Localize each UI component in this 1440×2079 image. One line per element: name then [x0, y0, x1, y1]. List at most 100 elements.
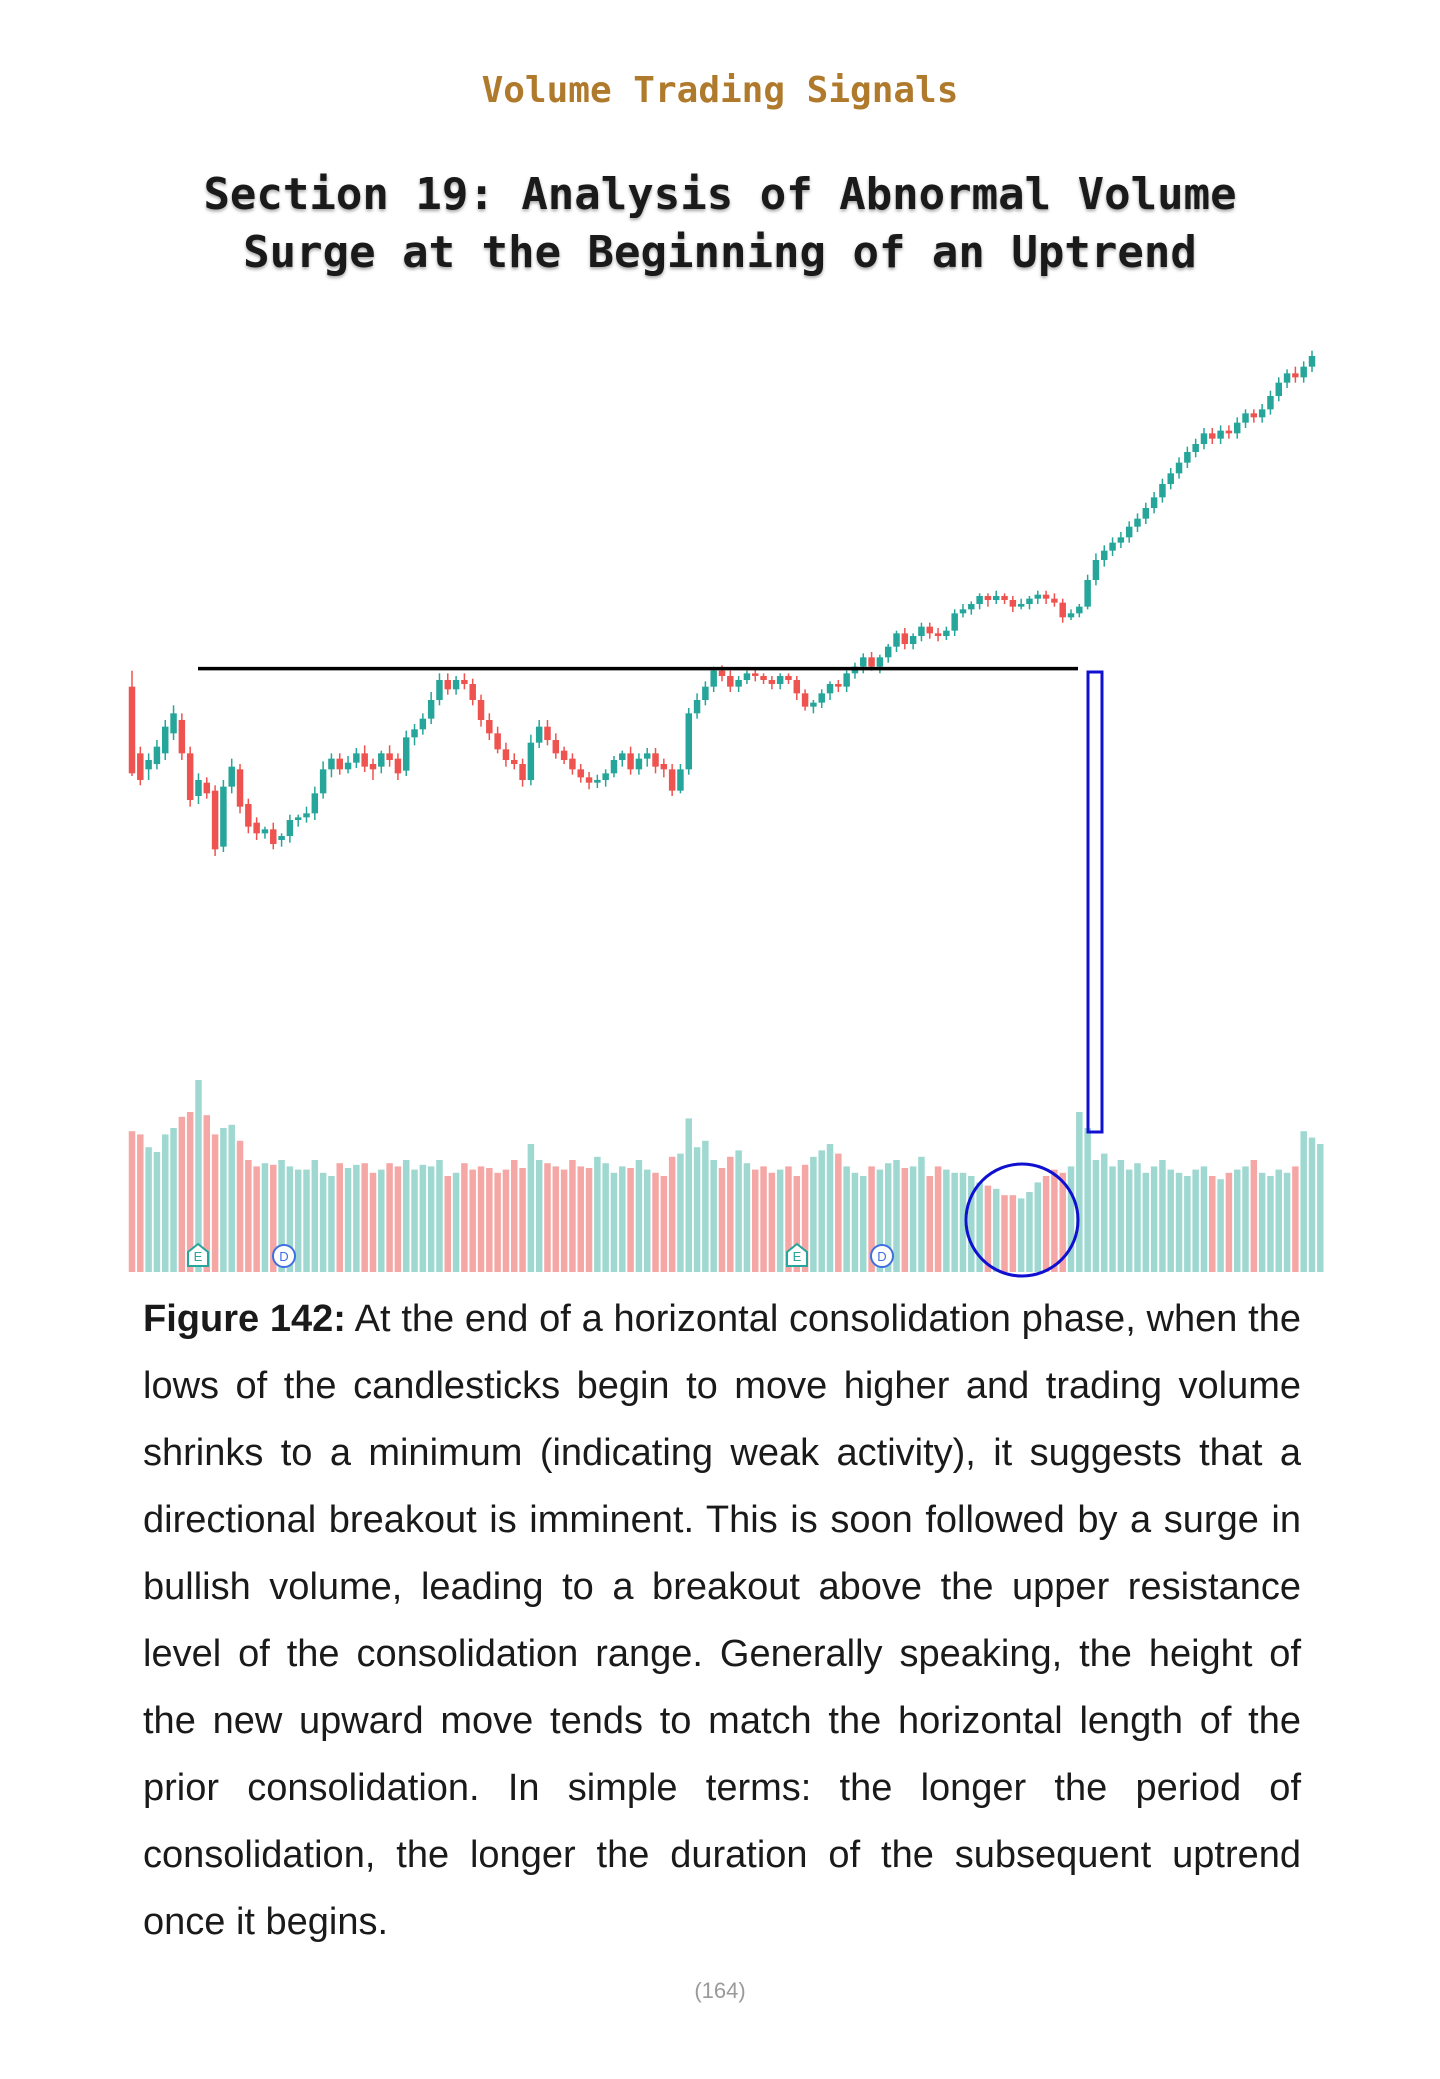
candle-body: [577, 769, 584, 778]
candle-body: [810, 702, 817, 707]
candle-body: [860, 657, 867, 667]
volume-bar: [801, 1164, 809, 1272]
candle-body: [835, 684, 842, 687]
volume-bar: [411, 1169, 418, 1272]
volume-bar: [884, 1163, 892, 1272]
candle-body: [992, 596, 1000, 600]
volume-bar: [261, 1163, 269, 1272]
volume-bar: [702, 1140, 709, 1272]
candle-body: [660, 764, 668, 770]
candle-body: [511, 760, 518, 764]
volume-bar: [369, 1172, 377, 1272]
volume-bar: [319, 1172, 327, 1272]
volume-bar: [594, 1156, 601, 1272]
volume-bar: [901, 1168, 909, 1272]
candle-body: [1184, 452, 1191, 463]
volume-bar: [751, 1169, 759, 1272]
volume-bar: [577, 1166, 584, 1272]
candle-body: [270, 829, 277, 844]
candle-body: [1308, 356, 1316, 367]
candle-body: [801, 693, 809, 707]
volume-bar: [270, 1164, 277, 1272]
candle-body: [436, 680, 443, 700]
candle-body: [294, 817, 302, 820]
volume-bar: [1175, 1172, 1183, 1272]
volume-bar: [569, 1160, 576, 1272]
volume-bar: [511, 1160, 518, 1272]
volume-bar: [1059, 1172, 1066, 1272]
volume-bar: [1209, 1176, 1216, 1272]
volume-bar: [1217, 1179, 1224, 1272]
volume-bar: [145, 1147, 152, 1272]
volume-bar: [1017, 1198, 1025, 1272]
volume-bar: [934, 1166, 942, 1272]
volume-bar: [195, 1080, 202, 1272]
candle-body: [826, 684, 834, 694]
marker-label: D: [877, 1249, 886, 1264]
volume-bar: [652, 1172, 659, 1272]
candle-body: [1225, 430, 1233, 434]
candle-body: [909, 636, 917, 644]
candle-body: [668, 769, 676, 791]
candle-body: [785, 676, 792, 680]
candle-body: [968, 604, 975, 610]
candle-body: [502, 749, 510, 760]
candle-body: [1051, 598, 1058, 603]
volume-bar: [469, 1169, 476, 1272]
volume-bar: [303, 1169, 310, 1272]
volume-bar: [1267, 1176, 1274, 1272]
volume-bar: [436, 1160, 443, 1272]
volume-bar: [843, 1166, 850, 1272]
candle-body: [1275, 382, 1283, 396]
volume-bar: [328, 1176, 335, 1272]
volume-bar: [1009, 1195, 1017, 1272]
candle-body: [560, 750, 568, 760]
earnings-marker-icon: [187, 1242, 209, 1267]
volume-bar: [776, 1169, 784, 1272]
volume-bar: [677, 1153, 684, 1272]
volume-bar: [1001, 1195, 1008, 1272]
candle-body: [751, 673, 759, 676]
volume-bar: [1034, 1182, 1042, 1272]
candle-body: [918, 626, 925, 636]
volume-bar: [427, 1166, 435, 1272]
candle-body: [286, 820, 294, 836]
dividend-marker-icon: [272, 1244, 296, 1268]
candle-body: [1167, 473, 1174, 484]
volume-bar: [461, 1163, 468, 1272]
candle-body: [1175, 462, 1183, 474]
volume-bar: [710, 1160, 717, 1272]
volume-bar: [1283, 1172, 1291, 1272]
volume-bar: [336, 1163, 343, 1272]
volume-bar: [378, 1169, 385, 1272]
volume-bar: [1242, 1166, 1249, 1272]
candle-body: [1059, 602, 1066, 618]
candle-body: [402, 737, 410, 771]
volume-bar: [1042, 1176, 1050, 1272]
candle-body: [336, 758, 343, 770]
candle-body: [361, 753, 368, 767]
volume-bar: [535, 1160, 543, 1272]
volume-bar: [402, 1160, 410, 1272]
figure-label: Figure 142:: [143, 1298, 346, 1340]
candle-body: [1101, 550, 1108, 560]
candle-body: [959, 609, 967, 614]
candle-body: [976, 596, 983, 604]
volume-bar: [1317, 1144, 1324, 1272]
volume-bar: [1092, 1160, 1100, 1272]
volume-bar: [984, 1185, 992, 1272]
volume-bar: [1159, 1160, 1166, 1272]
volume-bar: [1101, 1153, 1108, 1272]
volume-bar: [718, 1168, 726, 1272]
volume-bar: [735, 1150, 742, 1272]
volume-bar: [1142, 1172, 1150, 1272]
volume-bar: [153, 1152, 161, 1272]
candle-body: [1300, 366, 1307, 378]
candle-body: [153, 746, 161, 764]
volume-bar: [1026, 1192, 1033, 1272]
volume-bar: [1051, 1169, 1058, 1272]
volume-bar: [236, 1140, 244, 1272]
candle-body: [1001, 596, 1008, 600]
candle-body: [220, 786, 227, 847]
volume-bar: [170, 1128, 177, 1272]
